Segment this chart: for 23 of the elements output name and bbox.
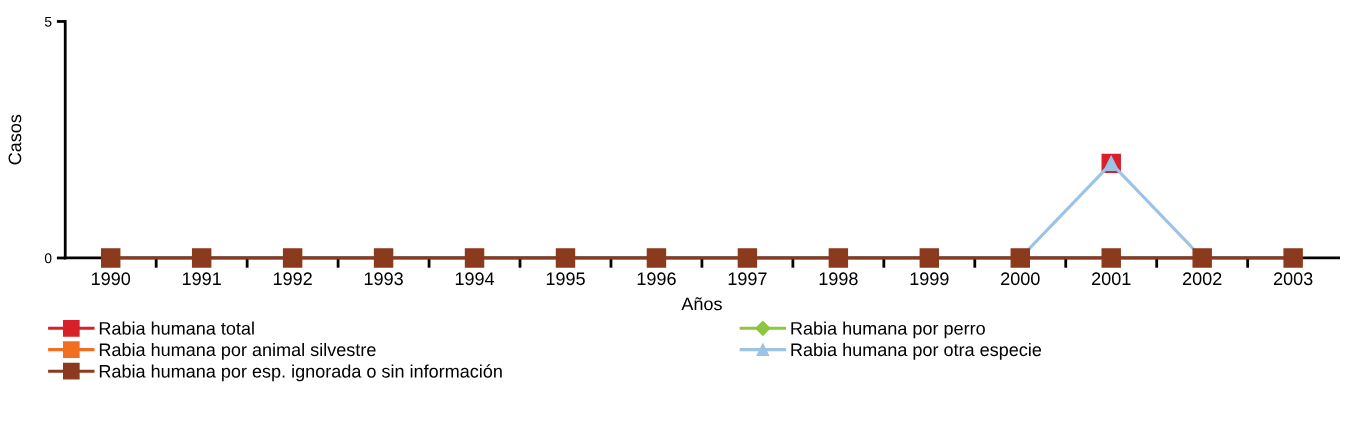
legend-label: Rabia humana por otra especie	[791, 342, 1042, 360]
x-tick-label: 1994	[455, 272, 495, 286]
x-tick-label: 1993	[364, 272, 403, 286]
y-tick-label: 0	[44, 253, 52, 264]
legend-label: Rabia humana por animal silvestre	[99, 342, 376, 360]
x-tick-label: 1997	[728, 272, 767, 286]
x-tick-label: 2002	[1183, 272, 1222, 286]
legend-label: Rabia humana por esp. ignorada o sin información	[99, 364, 502, 382]
x-axis-title: Años	[681, 297, 722, 311]
legend-label: Rabia humana total	[99, 321, 254, 335]
x-tick-label: 1996	[637, 272, 676, 286]
x-tick-label: 1991	[182, 272, 221, 286]
y-axis-title: Casos	[8, 114, 22, 165]
x-tick-label: 1999	[910, 272, 949, 286]
x-tick-label: 1998	[819, 272, 858, 286]
x-tick-label: 1990	[92, 272, 131, 286]
x-tick-label: 1995	[546, 272, 585, 286]
x-tick-label: 1992	[273, 272, 312, 286]
x-tick-label: 2001	[1092, 272, 1131, 286]
y-tick-label: 5	[44, 16, 52, 27]
legend-label: Rabia humana por perro	[791, 321, 985, 339]
x-tick-label: 2003	[1273, 272, 1313, 286]
x-tick-label: 2000	[1001, 272, 1040, 286]
